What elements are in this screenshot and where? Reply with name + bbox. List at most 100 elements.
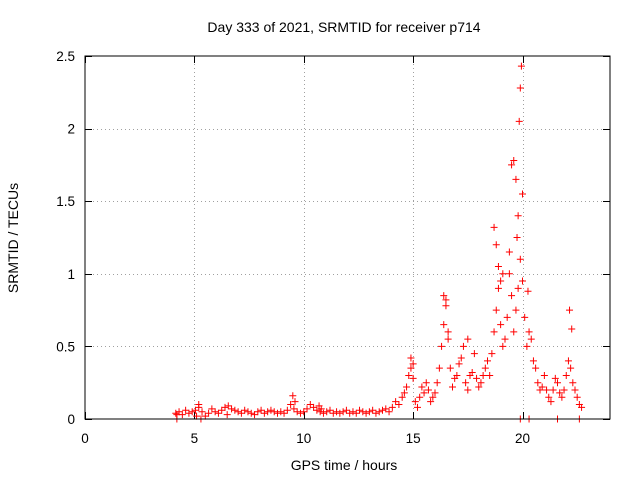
data-point (453, 371, 461, 379)
y-tick-label: 0.5 (56, 339, 75, 354)
data-point (514, 212, 522, 220)
data-point (267, 406, 275, 414)
data-point (464, 386, 472, 394)
data-point (573, 393, 581, 401)
data-point (431, 389, 439, 397)
data-point (556, 389, 564, 397)
data-point (264, 408, 272, 416)
data-point (464, 335, 472, 343)
data-point (490, 223, 498, 231)
y-tick-label: 0 (67, 412, 75, 427)
data-point (356, 406, 364, 414)
data-point (513, 234, 521, 241)
data-point (333, 408, 341, 416)
data-point (540, 371, 548, 379)
data-point (499, 342, 507, 350)
data-point (300, 408, 308, 416)
data-point (379, 406, 386, 414)
data-point (339, 408, 347, 416)
data-point (313, 406, 321, 414)
data-point (462, 379, 470, 387)
data-point (231, 406, 239, 414)
data-point (403, 383, 411, 391)
data-point (510, 328, 518, 336)
data-point (558, 393, 566, 401)
data-point (516, 255, 524, 263)
data-point (521, 313, 529, 321)
data-point (566, 306, 574, 314)
data-point (416, 393, 424, 401)
data-point (193, 412, 201, 420)
data-point (492, 241, 500, 249)
data-point (435, 364, 443, 372)
y-tick-labels: 0 0.5 1 1.5 2 2.5 (56, 49, 75, 427)
data-point (289, 392, 297, 400)
data-point (247, 409, 255, 417)
data-point (486, 371, 494, 379)
data-point (326, 406, 334, 414)
data-point (395, 400, 403, 408)
data-point (424, 386, 432, 394)
data-point (525, 328, 533, 336)
data-point (414, 403, 421, 411)
data-points (172, 62, 586, 423)
data-point (224, 402, 232, 410)
data-point (411, 398, 419, 406)
data-point (494, 263, 502, 271)
data-point (270, 408, 278, 416)
data-point (280, 409, 288, 417)
data-point (510, 157, 518, 165)
data-point (545, 393, 553, 401)
y-tick-label: 1 (67, 267, 75, 282)
data-point (237, 409, 245, 417)
data-point (571, 386, 579, 394)
data-point (569, 379, 577, 387)
data-point (385, 408, 393, 416)
data-point (329, 409, 337, 417)
data-point (484, 357, 491, 365)
data-point (532, 364, 540, 372)
data-point (564, 357, 572, 365)
data-point (306, 400, 314, 408)
data-point (477, 379, 485, 387)
data-point (407, 364, 415, 372)
data-point (205, 409, 213, 417)
data-point (296, 409, 304, 417)
plot-area-frame (84, 55, 611, 420)
data-point (438, 342, 446, 350)
data-point (420, 389, 428, 397)
data-point (475, 383, 483, 391)
data-point (188, 408, 196, 416)
data-point (523, 342, 531, 350)
data-point (182, 406, 190, 414)
data-point (514, 284, 522, 292)
data-point (291, 398, 299, 406)
data-point (459, 342, 467, 350)
data-point (369, 406, 377, 414)
data-point (257, 406, 265, 414)
data-point (473, 374, 481, 382)
data-point (365, 408, 373, 416)
data-point (492, 306, 500, 314)
data-point (208, 405, 216, 413)
data-point (223, 411, 231, 419)
data-point (512, 175, 520, 183)
data-point (499, 270, 507, 278)
data-point (400, 389, 408, 397)
data-point (251, 411, 259, 419)
data-point (293, 408, 301, 416)
data-point (444, 328, 452, 336)
data-point (562, 371, 570, 379)
data-point (172, 409, 180, 417)
data-point (549, 386, 557, 394)
data-point (317, 405, 325, 413)
data-point (567, 364, 575, 372)
data-point (534, 379, 542, 387)
data-point (501, 335, 509, 343)
data-point (429, 393, 437, 401)
y-axis-title: SRMTID / TECUs (5, 183, 21, 293)
data-point (422, 379, 430, 387)
data-point (519, 190, 526, 198)
